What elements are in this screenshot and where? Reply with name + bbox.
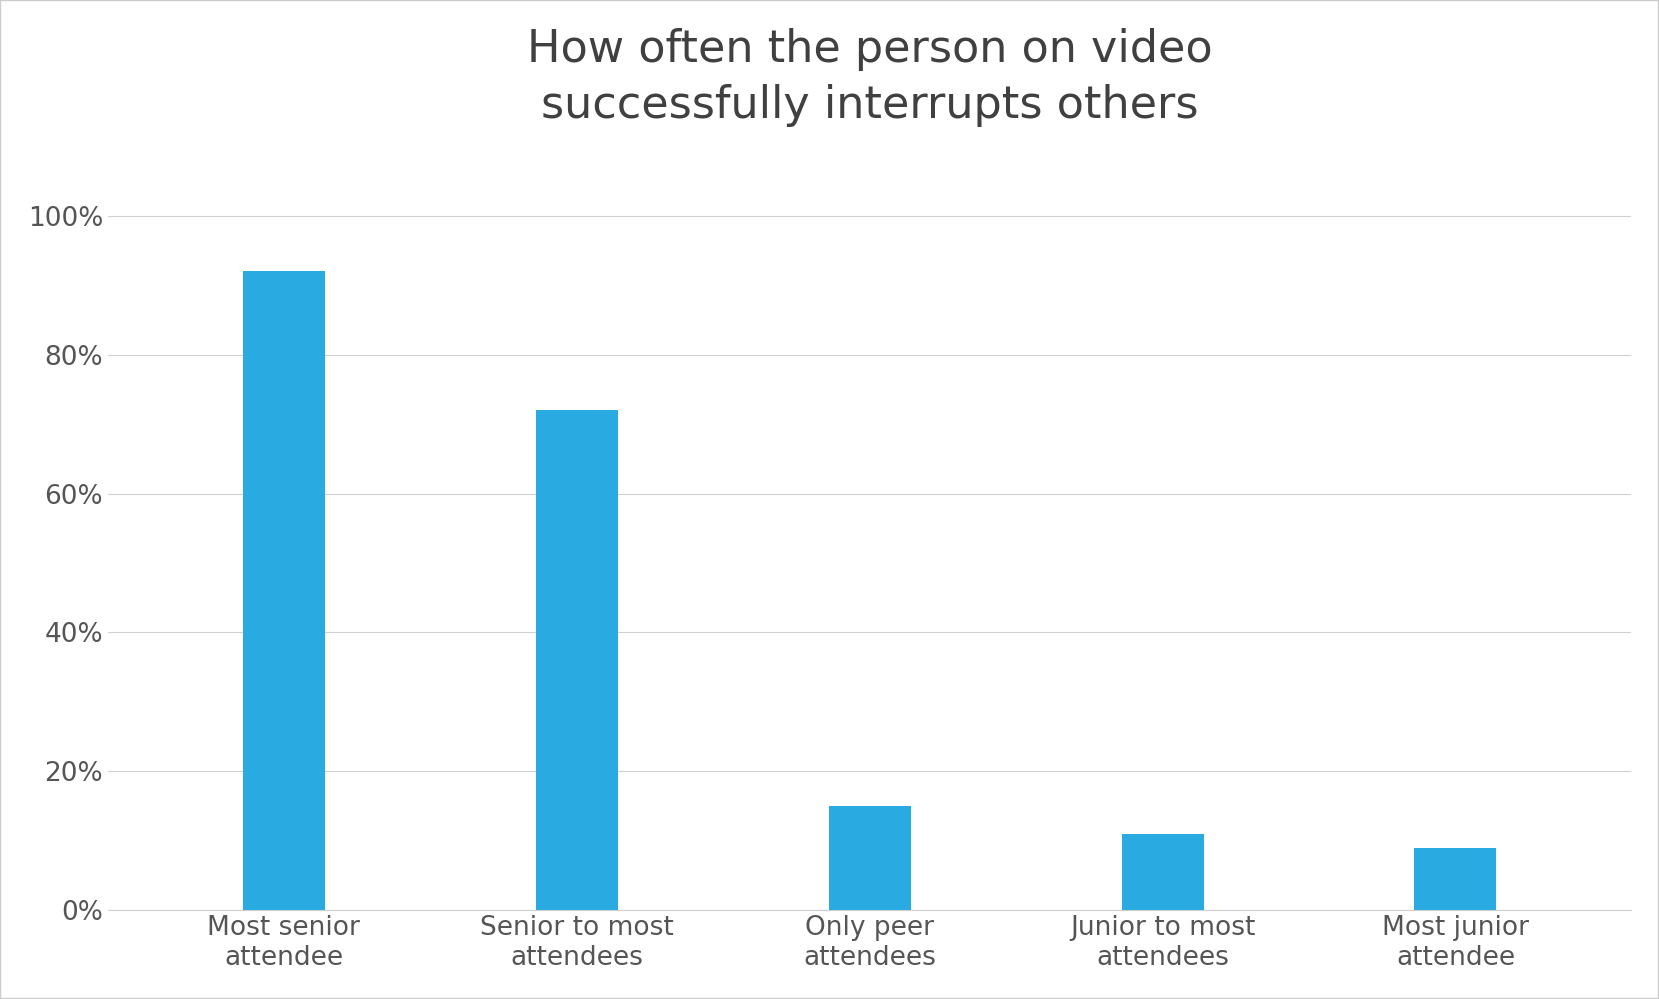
Bar: [828, 806, 911, 910]
Bar: [1415, 848, 1496, 910]
Title: How often the person on video
successfully interrupts others: How often the person on video successful…: [528, 28, 1213, 128]
Bar: [242, 271, 325, 910]
Bar: [1121, 834, 1203, 910]
Bar: [536, 411, 617, 910]
